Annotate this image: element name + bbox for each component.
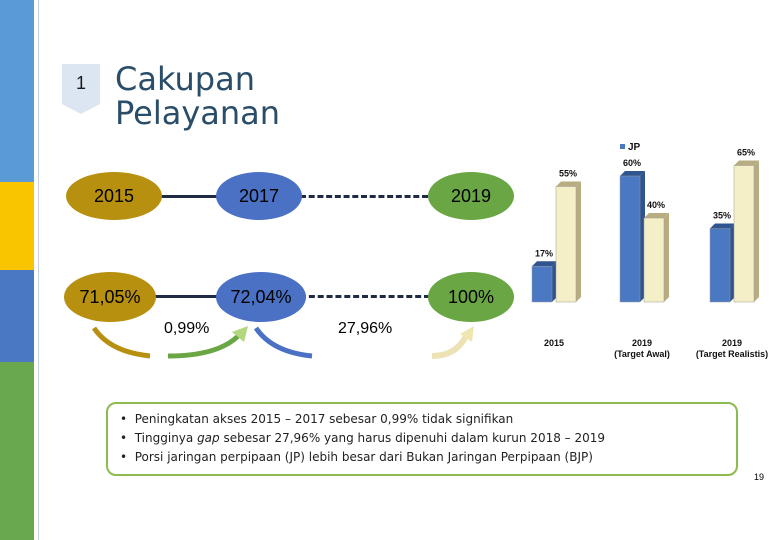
- connector-2015-2017: [160, 195, 224, 198]
- bar-jp-1: [619, 175, 641, 303]
- bar-label-bjp-1: 40%: [647, 200, 665, 210]
- category-label-2-line1: 2019: [722, 338, 742, 348]
- arrow-2017-curve-icon: [167, 332, 242, 359]
- value-oval-2017: 72,04%: [216, 272, 306, 322]
- bar-label-bjp-2: 65%: [737, 148, 755, 158]
- arrow-2017-head-icon: [232, 326, 248, 342]
- bar-bjp-1: [643, 217, 665, 303]
- bullet-1: • Peningkatan akses 2015 – 2017 sebesar …: [120, 412, 514, 426]
- year-oval-2019: 2019: [428, 172, 514, 220]
- slide-number: 1: [75, 73, 86, 93]
- value-oval-2015: 71,05%: [64, 272, 156, 322]
- bar-label-jp-2: 35%: [713, 211, 731, 221]
- connector-2017-2019: [300, 195, 428, 198]
- value-oval-2019: 100%: [428, 272, 514, 322]
- bar-jp-1-top: [620, 171, 645, 176]
- arrow-2015-curve-icon: [91, 326, 151, 359]
- bar-jp-2-top: [710, 223, 735, 229]
- legend-swatch-jp: [620, 144, 625, 149]
- gap-2017-2019: 27,96%: [338, 320, 393, 337]
- value-2017-label: 72,04%: [230, 286, 292, 307]
- strip-yellow: [0, 182, 34, 270]
- strip-green: [0, 362, 34, 540]
- bar-bjp-2: [733, 165, 755, 303]
- strip-blue-top: [0, 0, 34, 182]
- category-label-1-line1: 2019: [632, 338, 652, 348]
- summary-box: • Peningkatan akses 2015 – 2017 sebesar …: [106, 402, 738, 476]
- bar-label-bjp-0: 55%: [559, 169, 577, 179]
- arrow-2019-head-icon: [460, 326, 474, 342]
- slide-number-badge: 1: [62, 64, 100, 114]
- title-line-2: Pelayanan: [115, 94, 281, 132]
- gap-arrows: [91, 326, 474, 359]
- bullet-3: • Porsi jaringan perpipaan (JP) lebih be…: [120, 450, 593, 464]
- arrow-2017b-curve-icon: [253, 326, 313, 359]
- year-2019-label: 2019: [450, 185, 492, 206]
- bar-bjp-0: [555, 186, 577, 303]
- title-line-1: Cakupan: [115, 60, 255, 98]
- arrow-2019-curve-icon: [431, 334, 469, 359]
- bar-label-jp-0: 17%: [535, 248, 553, 258]
- bar-bjp-2-top: [734, 160, 759, 166]
- bar-bjp-0-top: [556, 181, 581, 187]
- bullet-2: • Tingginya gap sebesar 27,96% yang haru…: [120, 431, 606, 445]
- year-2015-label: 2015: [93, 185, 135, 206]
- year-oval-2015: 2015: [66, 172, 162, 220]
- bar-label-jp-1: 60%: [623, 158, 641, 168]
- bar-bjp-1-side: [664, 213, 669, 302]
- value-2019-label: 100%: [447, 286, 495, 307]
- connector-value-2015-2017: [152, 295, 222, 298]
- bar-jp-0: [531, 266, 553, 303]
- bar-bjp-0-side: [576, 181, 581, 302]
- year-2017-label: 2017: [238, 185, 280, 206]
- gap-2015-2017: 0,99%: [164, 320, 210, 337]
- bar-jp-2: [709, 228, 731, 303]
- category-label-0-line1: 2015: [544, 338, 564, 348]
- divider-line: [38, 0, 39, 540]
- category-label-1-line2: (Target Awal): [614, 349, 670, 359]
- category-label-2-line2: (Target Realistis): [696, 349, 768, 359]
- value-2015-label: 71,05%: [79, 286, 141, 307]
- bar-jp-0-top: [532, 261, 557, 267]
- legend-label-jp: JP: [628, 142, 641, 153]
- page-number: 19: [754, 472, 765, 482]
- strip-blue: [0, 270, 34, 362]
- year-oval-2017: 2017: [216, 172, 302, 220]
- bar-bjp-2-side: [754, 160, 759, 302]
- page-title: Cakupan Pelayanan: [115, 62, 280, 130]
- connector-value-2017-2019: [300, 295, 430, 298]
- bar-bjp-1-top: [644, 213, 669, 218]
